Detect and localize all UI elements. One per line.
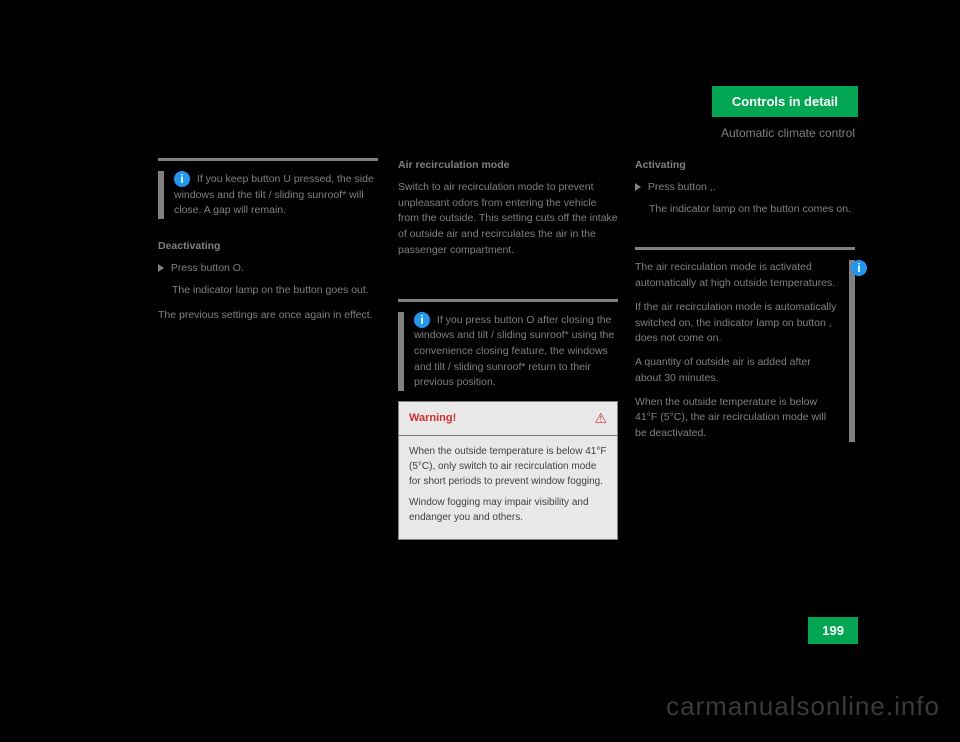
divider [398, 299, 618, 302]
activating-result: The indicator lamp on the button comes o… [635, 202, 855, 218]
info-text: If you keep button U pressed, the side w… [174, 173, 374, 217]
info-para-2: A quantity of outside air is added after… [635, 355, 839, 387]
previous-settings: The previous settings are once again in … [158, 308, 378, 324]
arrow-icon [158, 264, 164, 272]
column-2: Air recirculation mode Switch to air rec… [398, 158, 618, 540]
step-text: Press button O. [171, 262, 244, 274]
page-number: 199 [808, 617, 858, 644]
divider [158, 158, 378, 161]
header-tab: Controls in detail [712, 86, 858, 117]
warning-body: When the outside temperature is below 41… [399, 436, 617, 539]
warning-para-2: Window fogging may impair visibility and… [409, 495, 607, 525]
warning-header: Warning! ⚠ [399, 402, 617, 436]
arrow-icon [635, 183, 641, 191]
info-note-reopen: i If you press button O after closing th… [398, 312, 618, 392]
info-heading: The air recirculation mode is activated … [635, 260, 839, 292]
warning-triangle-icon: ⚠ [594, 408, 607, 429]
info-icon: i [851, 260, 867, 276]
deactivating-heading: Deactivating [158, 239, 378, 255]
column-1: i If you keep button U pressed, the side… [158, 158, 378, 334]
deactivating-result: The indicator lamp on the button goes ou… [158, 283, 378, 299]
section-title: Automatic climate control [721, 126, 855, 140]
warning-box: Warning! ⚠ When the outside temperature … [398, 401, 618, 540]
divider [635, 247, 855, 250]
recirc-para: Switch to air recirculation mode to prev… [398, 180, 618, 259]
info-para-3: When the outside temperature is below 41… [635, 395, 839, 442]
activating-heading: Activating [635, 158, 855, 174]
recirc-heading: Air recirculation mode [398, 158, 618, 174]
info-note-auto: i The air recirculation mode is activate… [635, 260, 855, 442]
info-icon: i [414, 312, 430, 328]
deactivating-step: Press button O. [158, 261, 378, 277]
info-text: If you press button O after closing the … [414, 313, 614, 388]
step-text: Press button ,. [648, 181, 716, 193]
warning-para-1: When the outside temperature is below 41… [409, 444, 607, 489]
column-3: Activating Press button ,. The indicator… [635, 158, 855, 442]
info-icon: i [174, 171, 190, 187]
info-para-1: If the air recirculation mode is automat… [635, 300, 839, 347]
warning-title: Warning! [409, 410, 456, 427]
watermark: carmanualsonline.info [666, 691, 940, 722]
info-note-closing: i If you keep button U pressed, the side… [158, 171, 378, 219]
activating-step: Press button ,. [635, 180, 855, 196]
